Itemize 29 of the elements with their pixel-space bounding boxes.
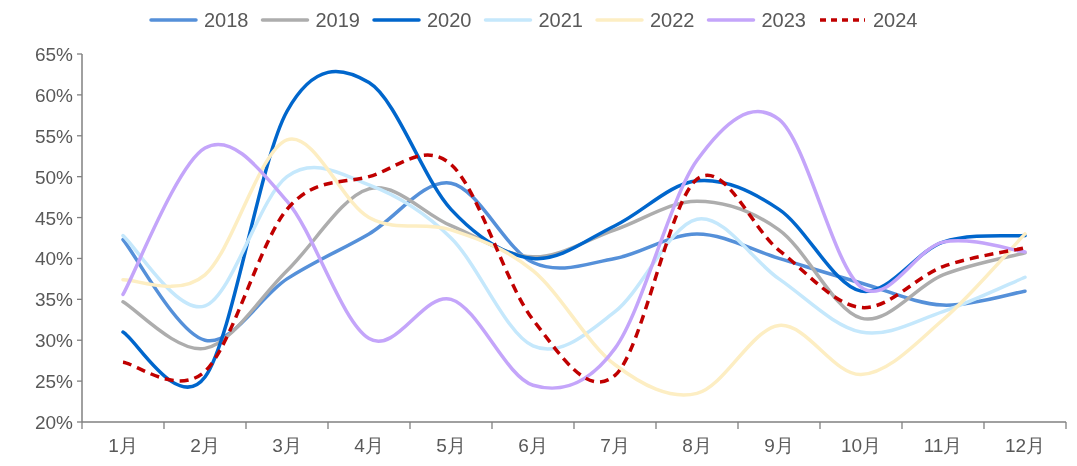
x-tick-label: 4月	[354, 435, 384, 456]
y-tick-label: 55%	[34, 125, 74, 147]
x-tick-label: 12月	[1004, 435, 1046, 456]
x-tick-label: 7月	[600, 435, 630, 456]
legend-label: 2020	[427, 9, 472, 31]
x-tick-label: 6月	[518, 435, 548, 456]
x-tick-label: 3月	[272, 435, 302, 456]
legend-label: 2022	[650, 9, 695, 31]
y-tick-label: 30%	[34, 330, 74, 352]
legend-label: 2019	[315, 9, 360, 31]
x-tick-label: 1月	[108, 435, 138, 456]
y-tick-label: 40%	[34, 248, 74, 270]
x-tick-label: 5月	[436, 435, 466, 456]
y-tick-label: 35%	[34, 289, 74, 311]
x-tick-label: 11月	[923, 435, 963, 456]
x-tick-label: 10月	[840, 435, 882, 456]
y-tick-label: 25%	[34, 371, 74, 393]
y-tick-label: 60%	[34, 84, 74, 106]
x-tick-label: 8月	[682, 435, 712, 456]
legend-label: 2024	[873, 9, 918, 31]
y-tick-label: 20%	[34, 412, 74, 433]
x-tick-label: 2月	[190, 435, 220, 456]
y-tick-label: 50%	[34, 166, 74, 188]
y-tick-label: 45%	[34, 207, 74, 229]
y-tick-label: 65%	[34, 44, 74, 65]
legend-label: 2023	[761, 9, 806, 31]
legend-label: 2021	[538, 9, 583, 31]
x-tick-label: 9月	[764, 435, 794, 456]
legend-label: 2018	[204, 9, 249, 31]
